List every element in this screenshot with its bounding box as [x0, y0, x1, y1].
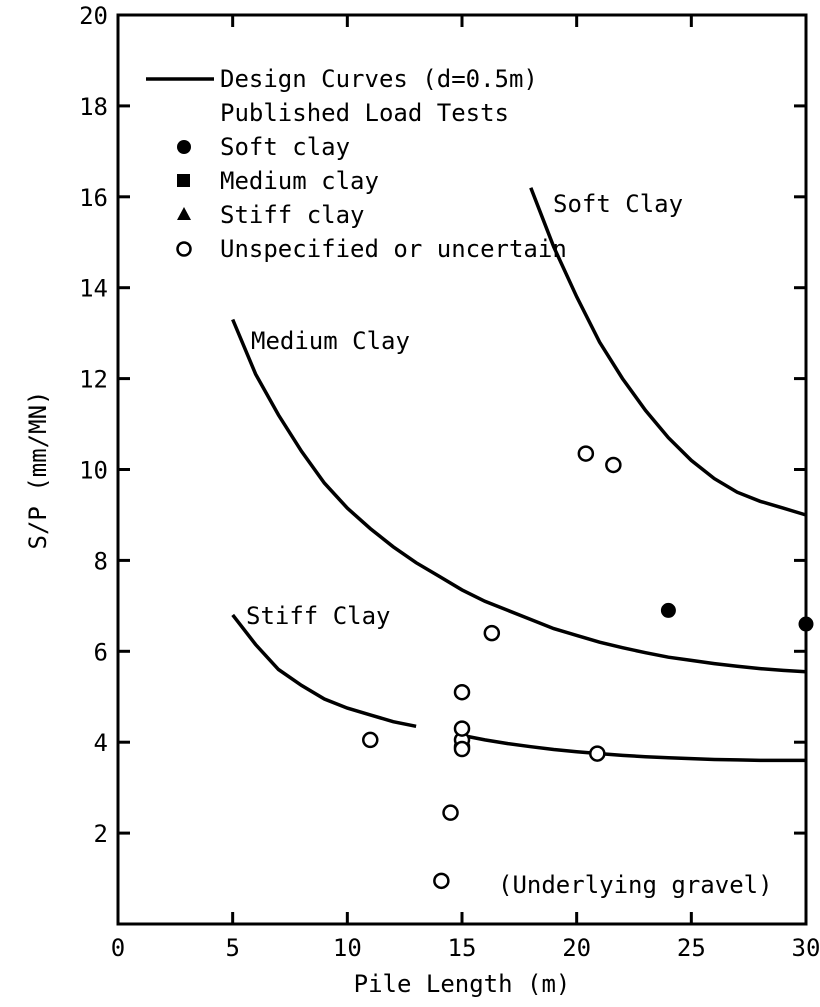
y-tick-label: 16	[79, 184, 108, 212]
legend-entry-label: Medium clay	[220, 167, 379, 195]
y-tick-label: 2	[94, 820, 108, 848]
data-point-unspecified	[483, 624, 501, 642]
legend: Design Curves (d=0.5m) Published Load Tes…	[146, 65, 567, 263]
x-tick-label: 30	[792, 934, 820, 962]
data-point-unspecified	[453, 720, 471, 737]
x-tick-label: 15	[448, 934, 477, 962]
y-tick-label: 8	[94, 547, 108, 575]
data-point-unspecified	[577, 445, 595, 462]
y-axis-label: S/P (mm/MN)	[24, 391, 52, 550]
y-tick-label: 10	[79, 457, 108, 485]
x-tick-label: 10	[333, 934, 362, 962]
y-tick-label: 18	[79, 93, 108, 121]
curve-stiff-clay	[231, 613, 806, 763]
x-tick-label: 5	[225, 934, 239, 962]
legend-entry-label: Published Load Tests	[220, 99, 509, 127]
x-axis-label: Pile Length (m)	[354, 970, 571, 998]
x-tick-label: 25	[677, 934, 706, 962]
legend-entry-label: Design Curves (d=0.5m)	[220, 65, 538, 93]
curve-label-medium-clay: Medium Clay	[251, 327, 410, 355]
legend-filled-triangle-icon	[177, 207, 191, 220]
curve-soft-clay	[529, 187, 807, 517]
data-point-unspecified	[453, 740, 471, 758]
legend-filled-square-icon	[177, 174, 190, 187]
x-tick-label: 0	[111, 934, 125, 962]
data-points	[362, 445, 814, 890]
data-point-unspecified	[453, 683, 471, 701]
y-tick-label: 14	[79, 275, 108, 303]
y-tick-label: 4	[94, 729, 108, 757]
legend-entry-label: Stiff clay	[220, 201, 365, 229]
y-tick-label: 6	[94, 638, 108, 666]
curve-label-soft-clay: Soft Clay	[553, 190, 683, 218]
ticks: 0 5 10 15 20 25 30 2 4 6 8 10 12 14 16 18 20	[79, 2, 820, 962]
x-tick-label: 20	[562, 934, 591, 962]
design-curves	[231, 187, 807, 763]
legend-open-circle-icon	[176, 241, 192, 257]
legend-filled-circle-icon	[177, 140, 191, 154]
annotation-underlying-gravel: (Underlying gravel)	[498, 871, 773, 899]
curve-label-stiff-clay: Stiff Clay	[246, 602, 391, 630]
data-point-unspecified	[362, 731, 379, 749]
legend-entry-label: Soft clay	[220, 133, 350, 161]
data-point-soft-clay	[660, 602, 676, 618]
y-tick-label: 20	[79, 2, 108, 30]
legend-entry-label: Unspecified or uncertain	[220, 235, 567, 263]
data-point-unspecified	[433, 872, 450, 890]
curve-medium-clay	[231, 318, 807, 674]
data-point-unspecified	[589, 745, 606, 762]
y-tick-label: 12	[79, 366, 108, 394]
data-point-unspecified	[442, 804, 459, 821]
data-point-unspecified	[605, 456, 622, 474]
data-point-soft-clay	[798, 616, 814, 632]
